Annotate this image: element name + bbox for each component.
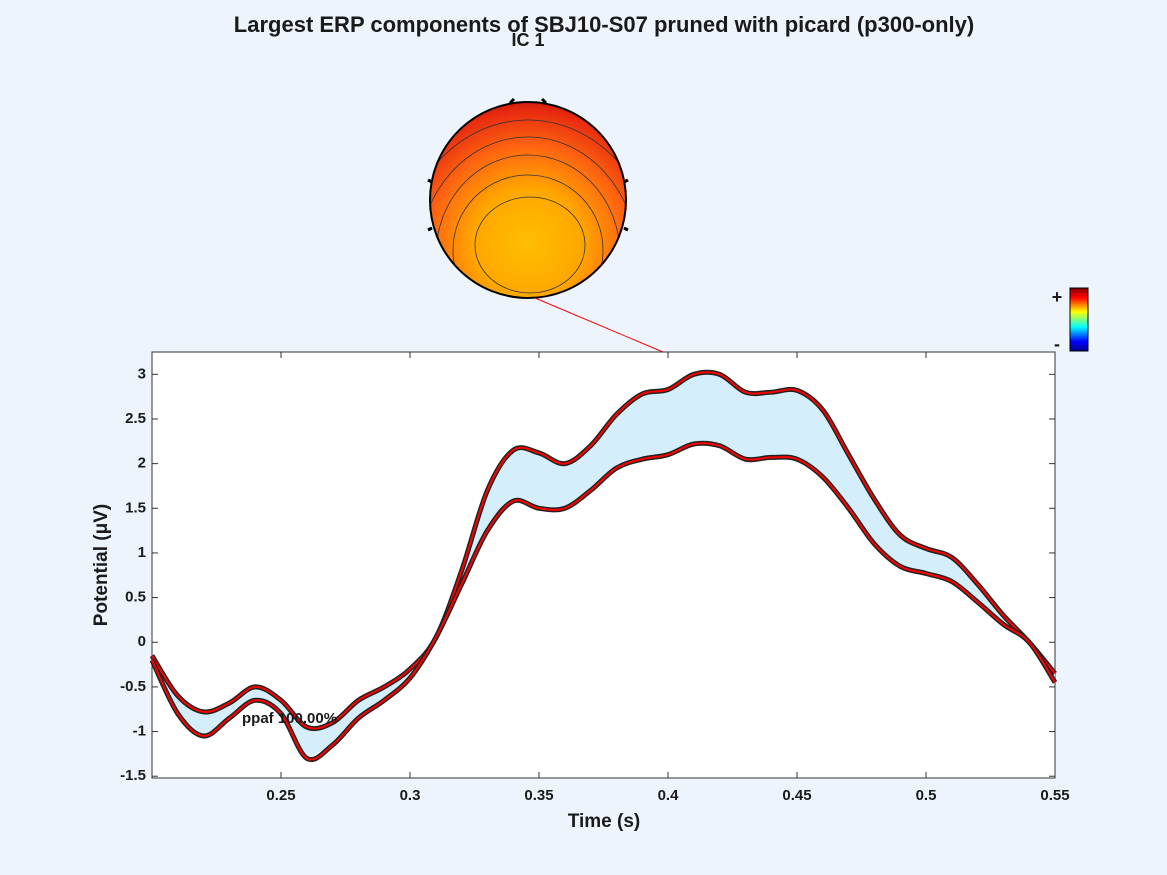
x-axis-label: Time (s) <box>568 811 641 832</box>
y-tick-label: 3 <box>138 365 146 382</box>
component-label: IC 1 <box>511 30 544 50</box>
line <box>151 442 1056 761</box>
y-tick-label: -0.5 <box>120 678 146 695</box>
y-tick-label: 0.5 <box>125 589 146 606</box>
x-tick-label: 0.55 <box>1040 787 1069 804</box>
annotation: ppaf 100.00% <box>242 710 337 727</box>
x-tick-label: 0.3 <box>400 787 421 804</box>
y-tick-label: 0 <box>138 633 146 650</box>
colorbar-label: - <box>1054 334 1060 354</box>
x-tick-label: 0.45 <box>782 787 811 804</box>
x-tick-label: 0.35 <box>524 787 553 804</box>
y-tick-label: 1.5 <box>125 499 146 516</box>
y-tick-label: -1 <box>133 723 146 740</box>
line <box>151 371 1056 730</box>
y-axis-label: Potential (μV) <box>91 504 112 626</box>
chart-title: Largest ERP components of SBJ10-S07 prun… <box>234 12 974 37</box>
y-tick-label: 2.5 <box>125 410 146 427</box>
y-tick-label: 2 <box>138 455 146 472</box>
band-fill <box>152 374 1055 759</box>
y-tick-label: -1.5 <box>120 767 146 784</box>
y-tick-label: 1 <box>138 544 146 561</box>
x-tick-label: 0.5 <box>916 787 937 804</box>
colorbar-label: + <box>1052 287 1063 307</box>
x-tick-label: 0.4 <box>658 787 680 804</box>
colorbar <box>1069 287 1089 352</box>
x-tick-label: 0.25 <box>266 787 295 804</box>
